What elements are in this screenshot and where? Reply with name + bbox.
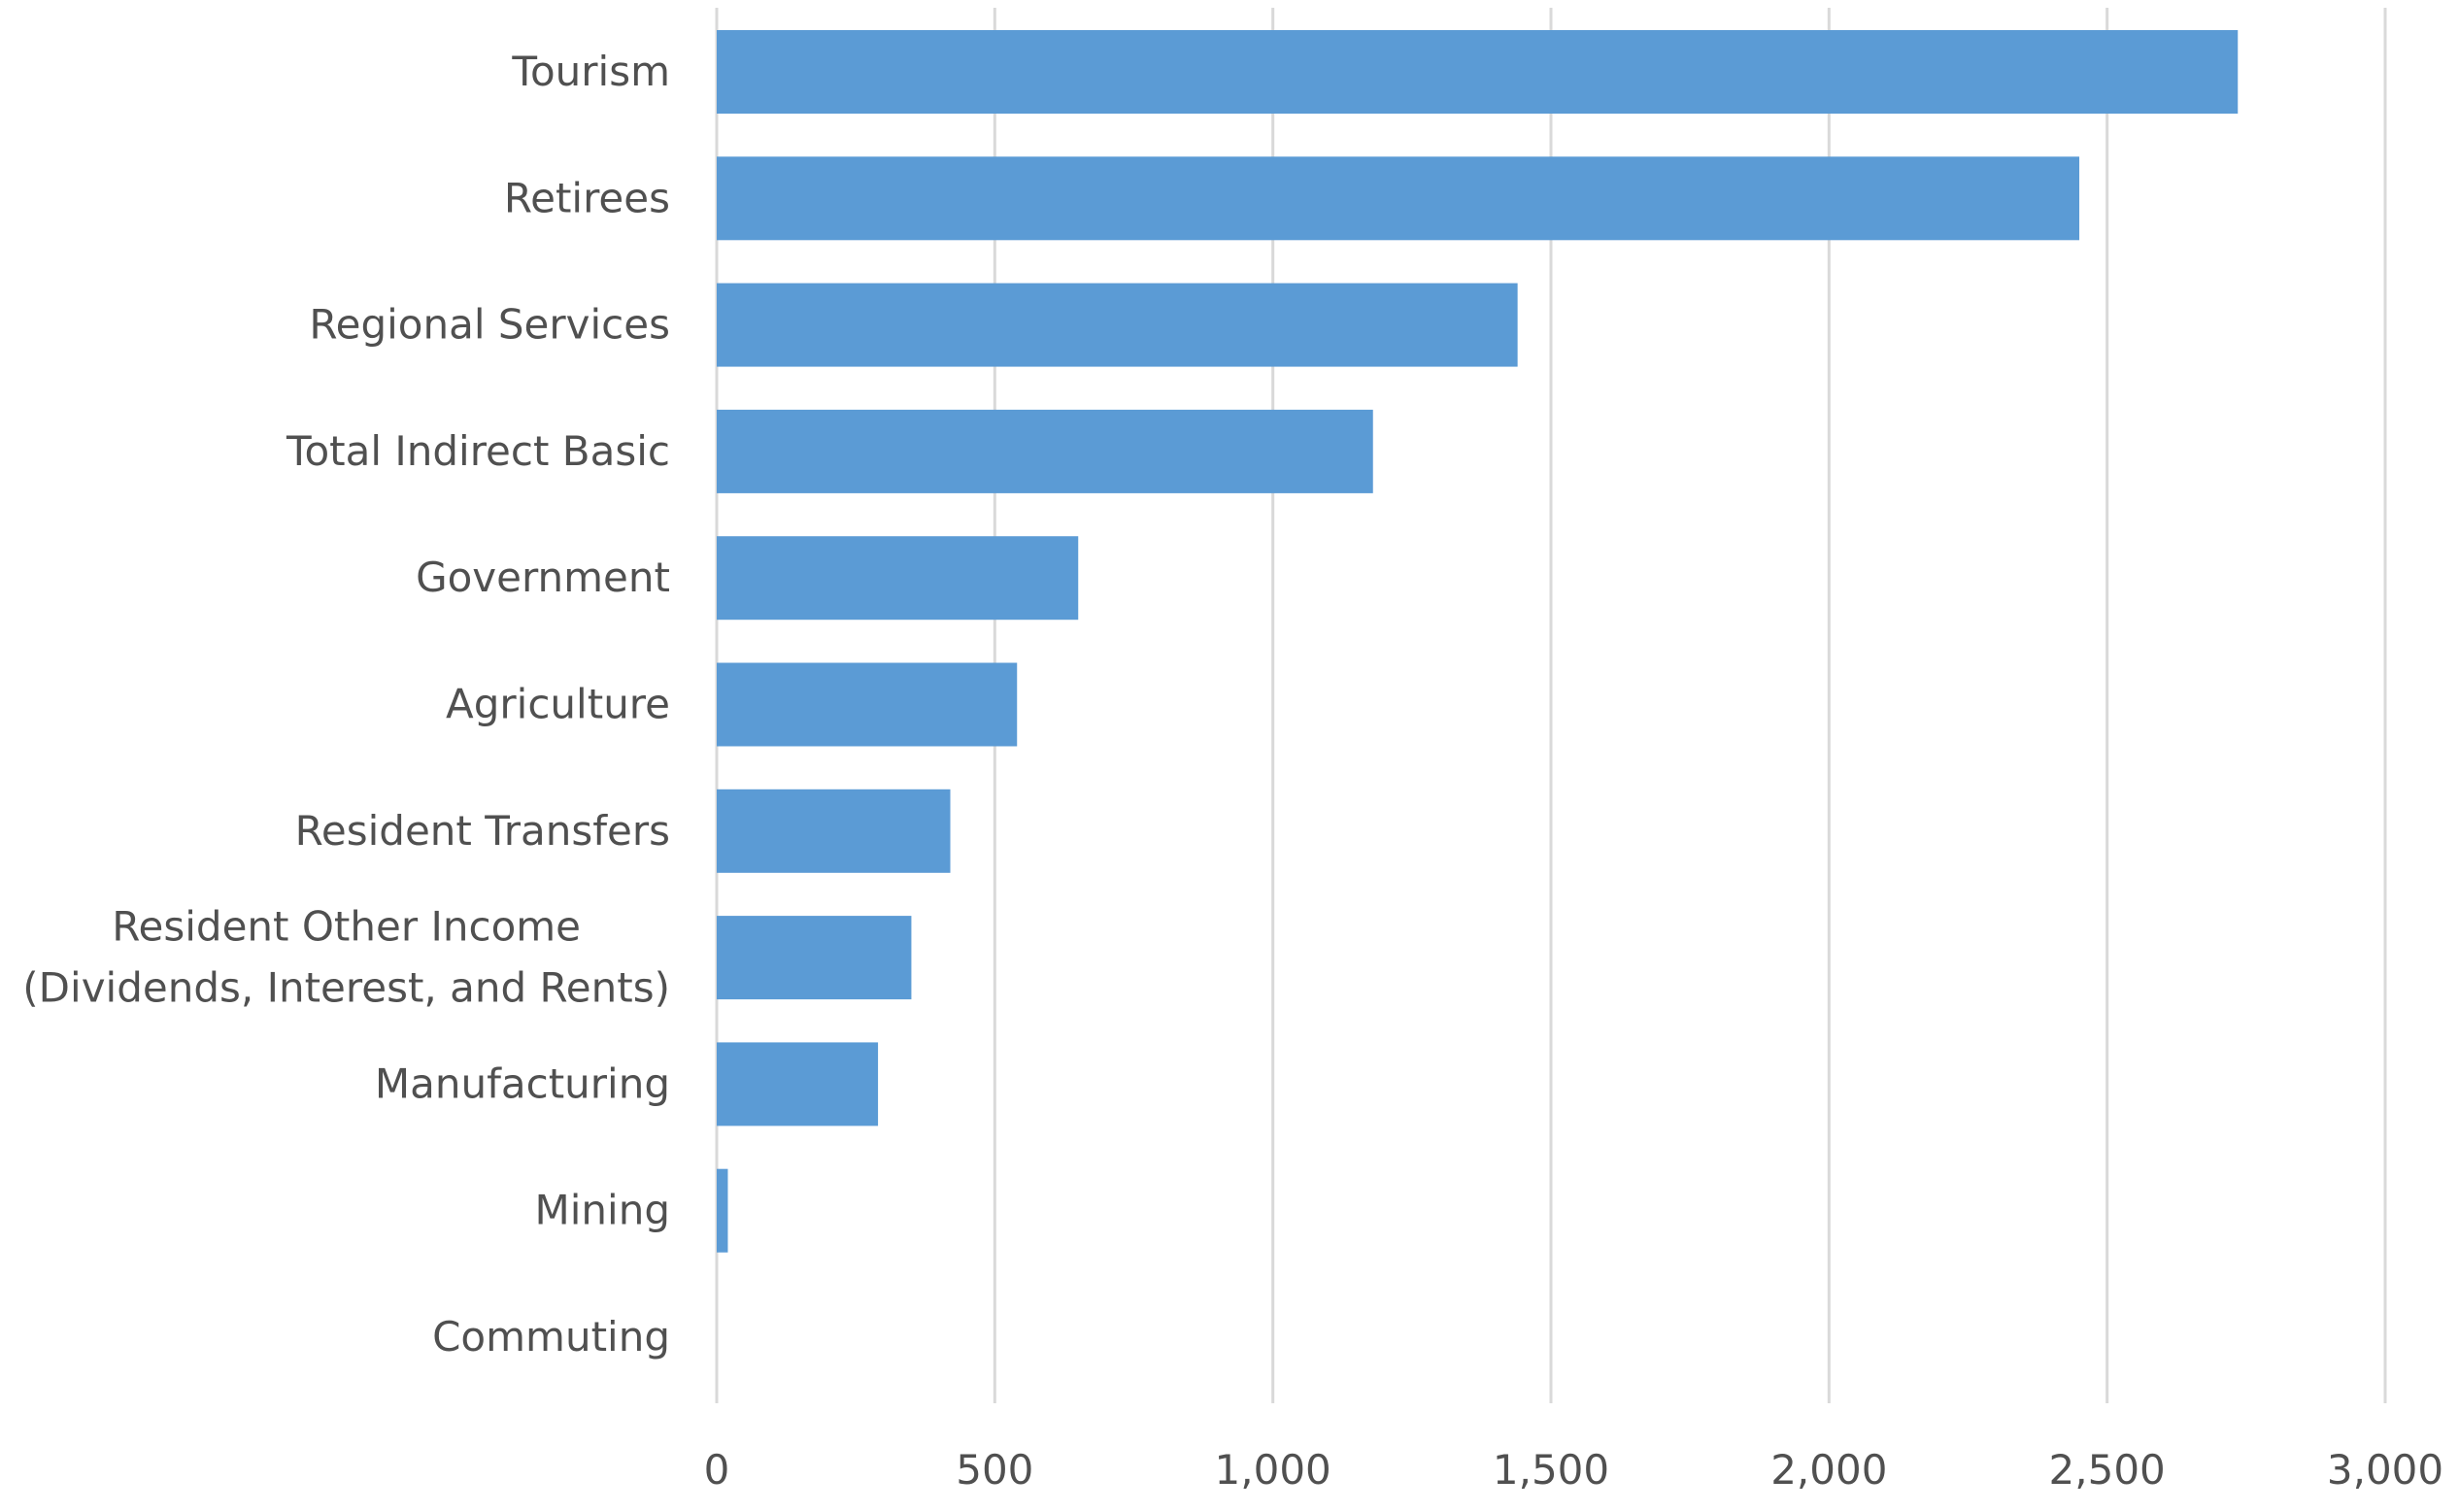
category-label: Regional Services [309,301,670,349]
bar [717,662,1018,747]
x-tick-label: 500 [956,1446,1033,1494]
category-label: Commuting [432,1313,670,1361]
category-label: Total Indirect Basic [286,427,670,475]
x-tick-label: 1,500 [1493,1446,1609,1494]
category-label-line: (Dividends, Interest, and Rents) [22,964,670,1012]
bar [717,916,912,1000]
x-tick-label: 3,000 [2327,1446,2443,1494]
gridlines [715,8,2387,1403]
category-label-line: Agriculture [446,681,670,728]
category-label-line: Commuting [432,1313,670,1361]
category-labels: Tourism Retirees Regional Services Total In… [22,48,670,1361]
x-tick-label: 1,000 [1215,1446,1331,1494]
category-label-line: Mining [535,1187,670,1234]
category-label-line: Total Indirect Basic [286,427,670,475]
category-label: Agriculture [446,681,670,728]
category-label: Resident Transfers [295,807,670,855]
category-label-line: Manufacturing [375,1059,670,1107]
bar [717,283,1518,367]
category-label: Manufacturing [375,1059,670,1107]
category-label-line: Resident Transfers [295,807,670,855]
category-label: Tourism [511,48,670,95]
category-label: Resident Other Income (Dividends, Interes… [22,903,670,1012]
x-tick-label: 0 [704,1446,730,1494]
x-tick-label: 2,500 [2049,1446,2166,1494]
bar [717,409,1373,493]
category-label-line: Government [416,554,670,601]
category-label: Government [416,554,670,601]
category-label-line: Regional Services [309,301,670,349]
bar [717,536,1079,621]
category-label-line: Resident Other Income [112,903,581,951]
bar [717,789,951,873]
bar [717,30,2239,114]
x-tick-labels: 0 500 1,000 1,500 2,000 2,500 3,000 [704,1446,2443,1494]
bar [717,1168,728,1253]
category-label: Retirees [504,174,670,221]
bars [717,30,2239,1253]
category-label: Mining [535,1187,670,1234]
bar [717,1042,879,1126]
x-tick-label: 2,000 [1770,1446,1887,1494]
category-label-line: Retirees [504,174,670,221]
category-label-line: Tourism [511,48,670,95]
bar [717,156,2080,241]
